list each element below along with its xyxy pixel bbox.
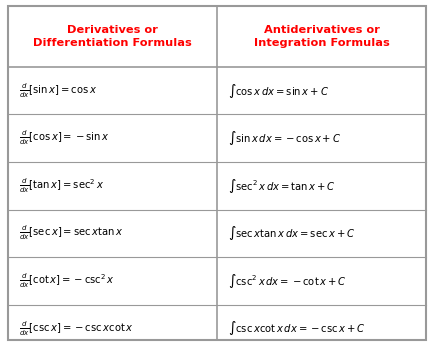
Text: $\frac{d}{dx}[\sec x]=\sec x\tan x$: $\frac{d}{dx}[\sec x]=\sec x\tan x$ bbox=[19, 224, 123, 243]
Text: $\frac{d}{dx}[\csc x]=-\csc x\cot x$: $\frac{d}{dx}[\csc x]=-\csc x\cot x$ bbox=[19, 319, 134, 338]
Text: $\int\csc x\cot x\,dx=-\csc x+C$: $\int\csc x\cot x\,dx=-\csc x+C$ bbox=[228, 319, 365, 337]
Text: $\frac{d}{dx}[\cos x]=-\sin x$: $\frac{d}{dx}[\cos x]=-\sin x$ bbox=[19, 129, 109, 147]
Text: $\frac{d}{dx}[\cot x]=-\csc^{2} x$: $\frac{d}{dx}[\cot x]=-\csc^{2} x$ bbox=[19, 272, 115, 290]
Text: Derivatives or
Differentiation Formulas: Derivatives or Differentiation Formulas bbox=[33, 25, 192, 48]
Text: $\int\sin x\,dx=-\cos x+C$: $\int\sin x\,dx=-\cos x+C$ bbox=[228, 129, 341, 147]
Text: $\frac{d}{dx}[\tan x]=\sec^{2} x$: $\frac{d}{dx}[\tan x]=\sec^{2} x$ bbox=[19, 176, 104, 195]
Text: $\int\csc^{2} x\,dx=-\cot x+C$: $\int\csc^{2} x\,dx=-\cot x+C$ bbox=[228, 272, 347, 290]
Text: $\frac{d}{dx}[\sin x]=\cos x$: $\frac{d}{dx}[\sin x]=\cos x$ bbox=[19, 81, 97, 100]
Text: $\int\sec x\tan x\,dx=\sec x+C$: $\int\sec x\tan x\,dx=\sec x+C$ bbox=[228, 224, 355, 242]
Text: Antiderivatives or
Integration Formulas: Antiderivatives or Integration Formulas bbox=[254, 25, 389, 48]
Text: $\int\cos x\,dx=\sin x+C$: $\int\cos x\,dx=\sin x+C$ bbox=[228, 82, 329, 100]
Text: $\int\sec^{2} x\,dx=\tan x+C$: $\int\sec^{2} x\,dx=\tan x+C$ bbox=[228, 177, 336, 195]
